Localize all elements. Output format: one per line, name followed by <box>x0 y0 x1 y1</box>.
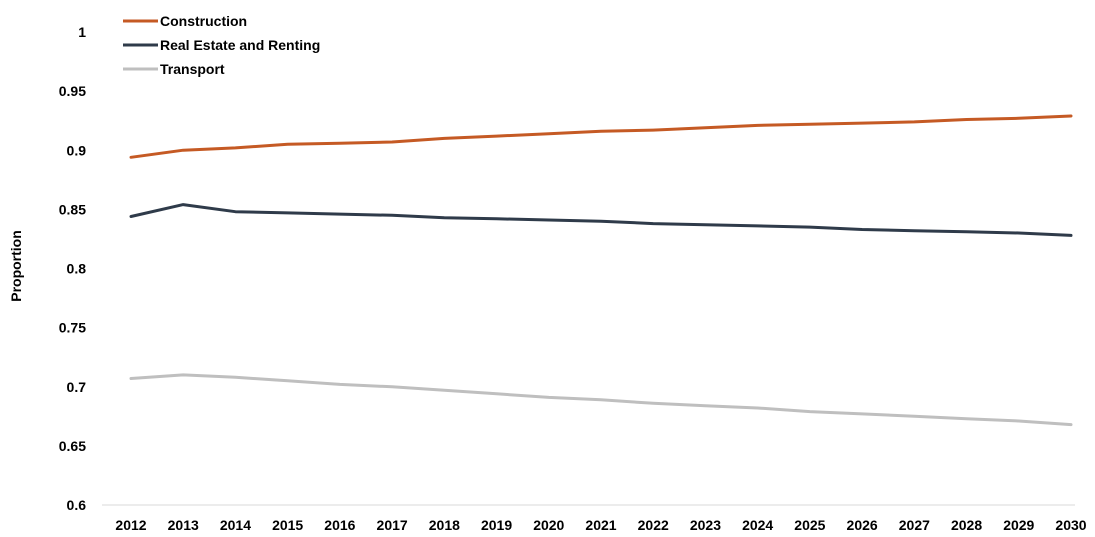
series-line-construction <box>129 114 1073 159</box>
x-tick-label: 2012 <box>115 517 146 533</box>
x-tick-label: 2028 <box>951 517 982 533</box>
y-tick-label: 1 <box>78 24 86 40</box>
y-tick-label: 0.8 <box>67 261 87 277</box>
x-tick-label: 2015 <box>272 517 303 533</box>
x-tick-label: 2024 <box>742 517 773 533</box>
y-tick-label: 0.75 <box>59 320 86 336</box>
y-tick-label: 0.85 <box>59 201 86 217</box>
y-axis-ticks: 0.6 0.65 0.7 0.75 0.8 0.85 0.9 0.95 1 <box>59 24 86 513</box>
y-axis-title: Proportion <box>8 230 24 302</box>
legend: Construction Real Estate and Renting Trans… <box>123 13 320 77</box>
y-tick-label: 0.95 <box>59 83 86 99</box>
x-axis-ticks: 2012 2013 2014 2015 2016 2017 2018 2019 2020 2021… <box>115 517 1086 533</box>
x-tick-label: 2013 <box>168 517 199 533</box>
x-tick-label: 2016 <box>324 517 355 533</box>
series-line-real-estate-and-renting <box>129 203 1073 237</box>
x-tick-label: 2030 <box>1055 517 1086 533</box>
x-tick-label: 2018 <box>429 517 460 533</box>
y-tick-label: 0.7 <box>67 379 87 395</box>
y-tick-label: 0.65 <box>59 438 86 454</box>
x-tick-label: 2019 <box>481 517 512 533</box>
x-tick-label: 2022 <box>638 517 669 533</box>
x-tick-label: 2029 <box>1003 517 1034 533</box>
series-line-transport <box>129 373 1073 427</box>
x-tick-label: 2020 <box>533 517 564 533</box>
x-tick-label: 2027 <box>899 517 930 533</box>
x-tick-label: 2017 <box>377 517 408 533</box>
x-tick-label: 2025 <box>794 517 825 533</box>
x-tick-label: 2023 <box>690 517 721 533</box>
legend-label: Transport <box>160 61 225 77</box>
x-tick-label: 2026 <box>847 517 878 533</box>
x-tick-label: 2014 <box>220 517 251 533</box>
series-lines <box>129 114 1073 427</box>
y-tick-label: 0.6 <box>67 497 87 513</box>
legend-label: Construction <box>160 13 247 29</box>
x-tick-label: 2021 <box>585 517 616 533</box>
y-tick-label: 0.9 <box>67 142 87 158</box>
legend-label: Real Estate and Renting <box>160 37 320 53</box>
